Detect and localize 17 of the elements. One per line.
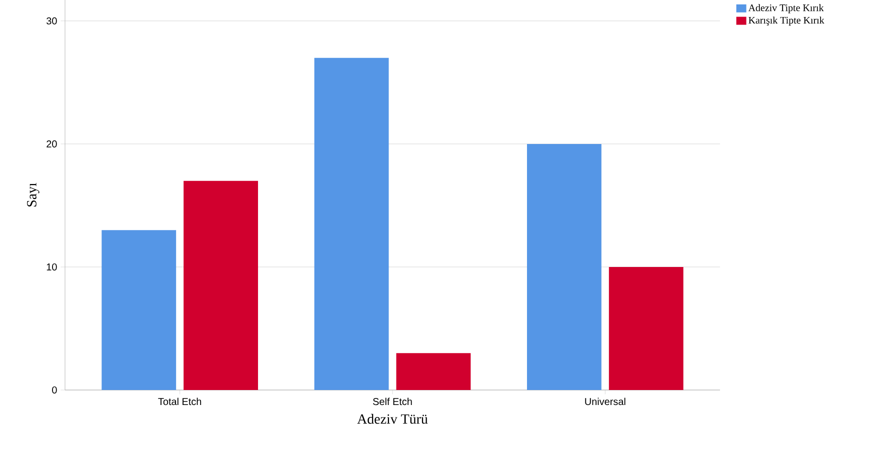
x-tick-label: Total Etch [158,398,202,406]
legend-label: Adeziv Tipte Kırık [748,4,824,14]
bar [314,58,389,390]
y-tick-label: 30 [46,17,57,24]
bar [396,353,471,390]
bar [184,180,258,390]
y-tick-label: 20 [46,140,57,148]
y-axis-title: Sayı [27,182,40,206]
y-tick-label: 10 [46,263,57,270]
bar [608,266,684,390]
bar [102,230,176,390]
legend-label: Karışık Tipte Kırık [748,16,824,26]
x-axis-title: Adeziv Türü [357,414,428,424]
y-tick-label: 0 [52,386,57,394]
x-tick-label: Universal [585,398,626,406]
bar [526,144,602,390]
x-tick-label: Self Etch [373,398,412,406]
